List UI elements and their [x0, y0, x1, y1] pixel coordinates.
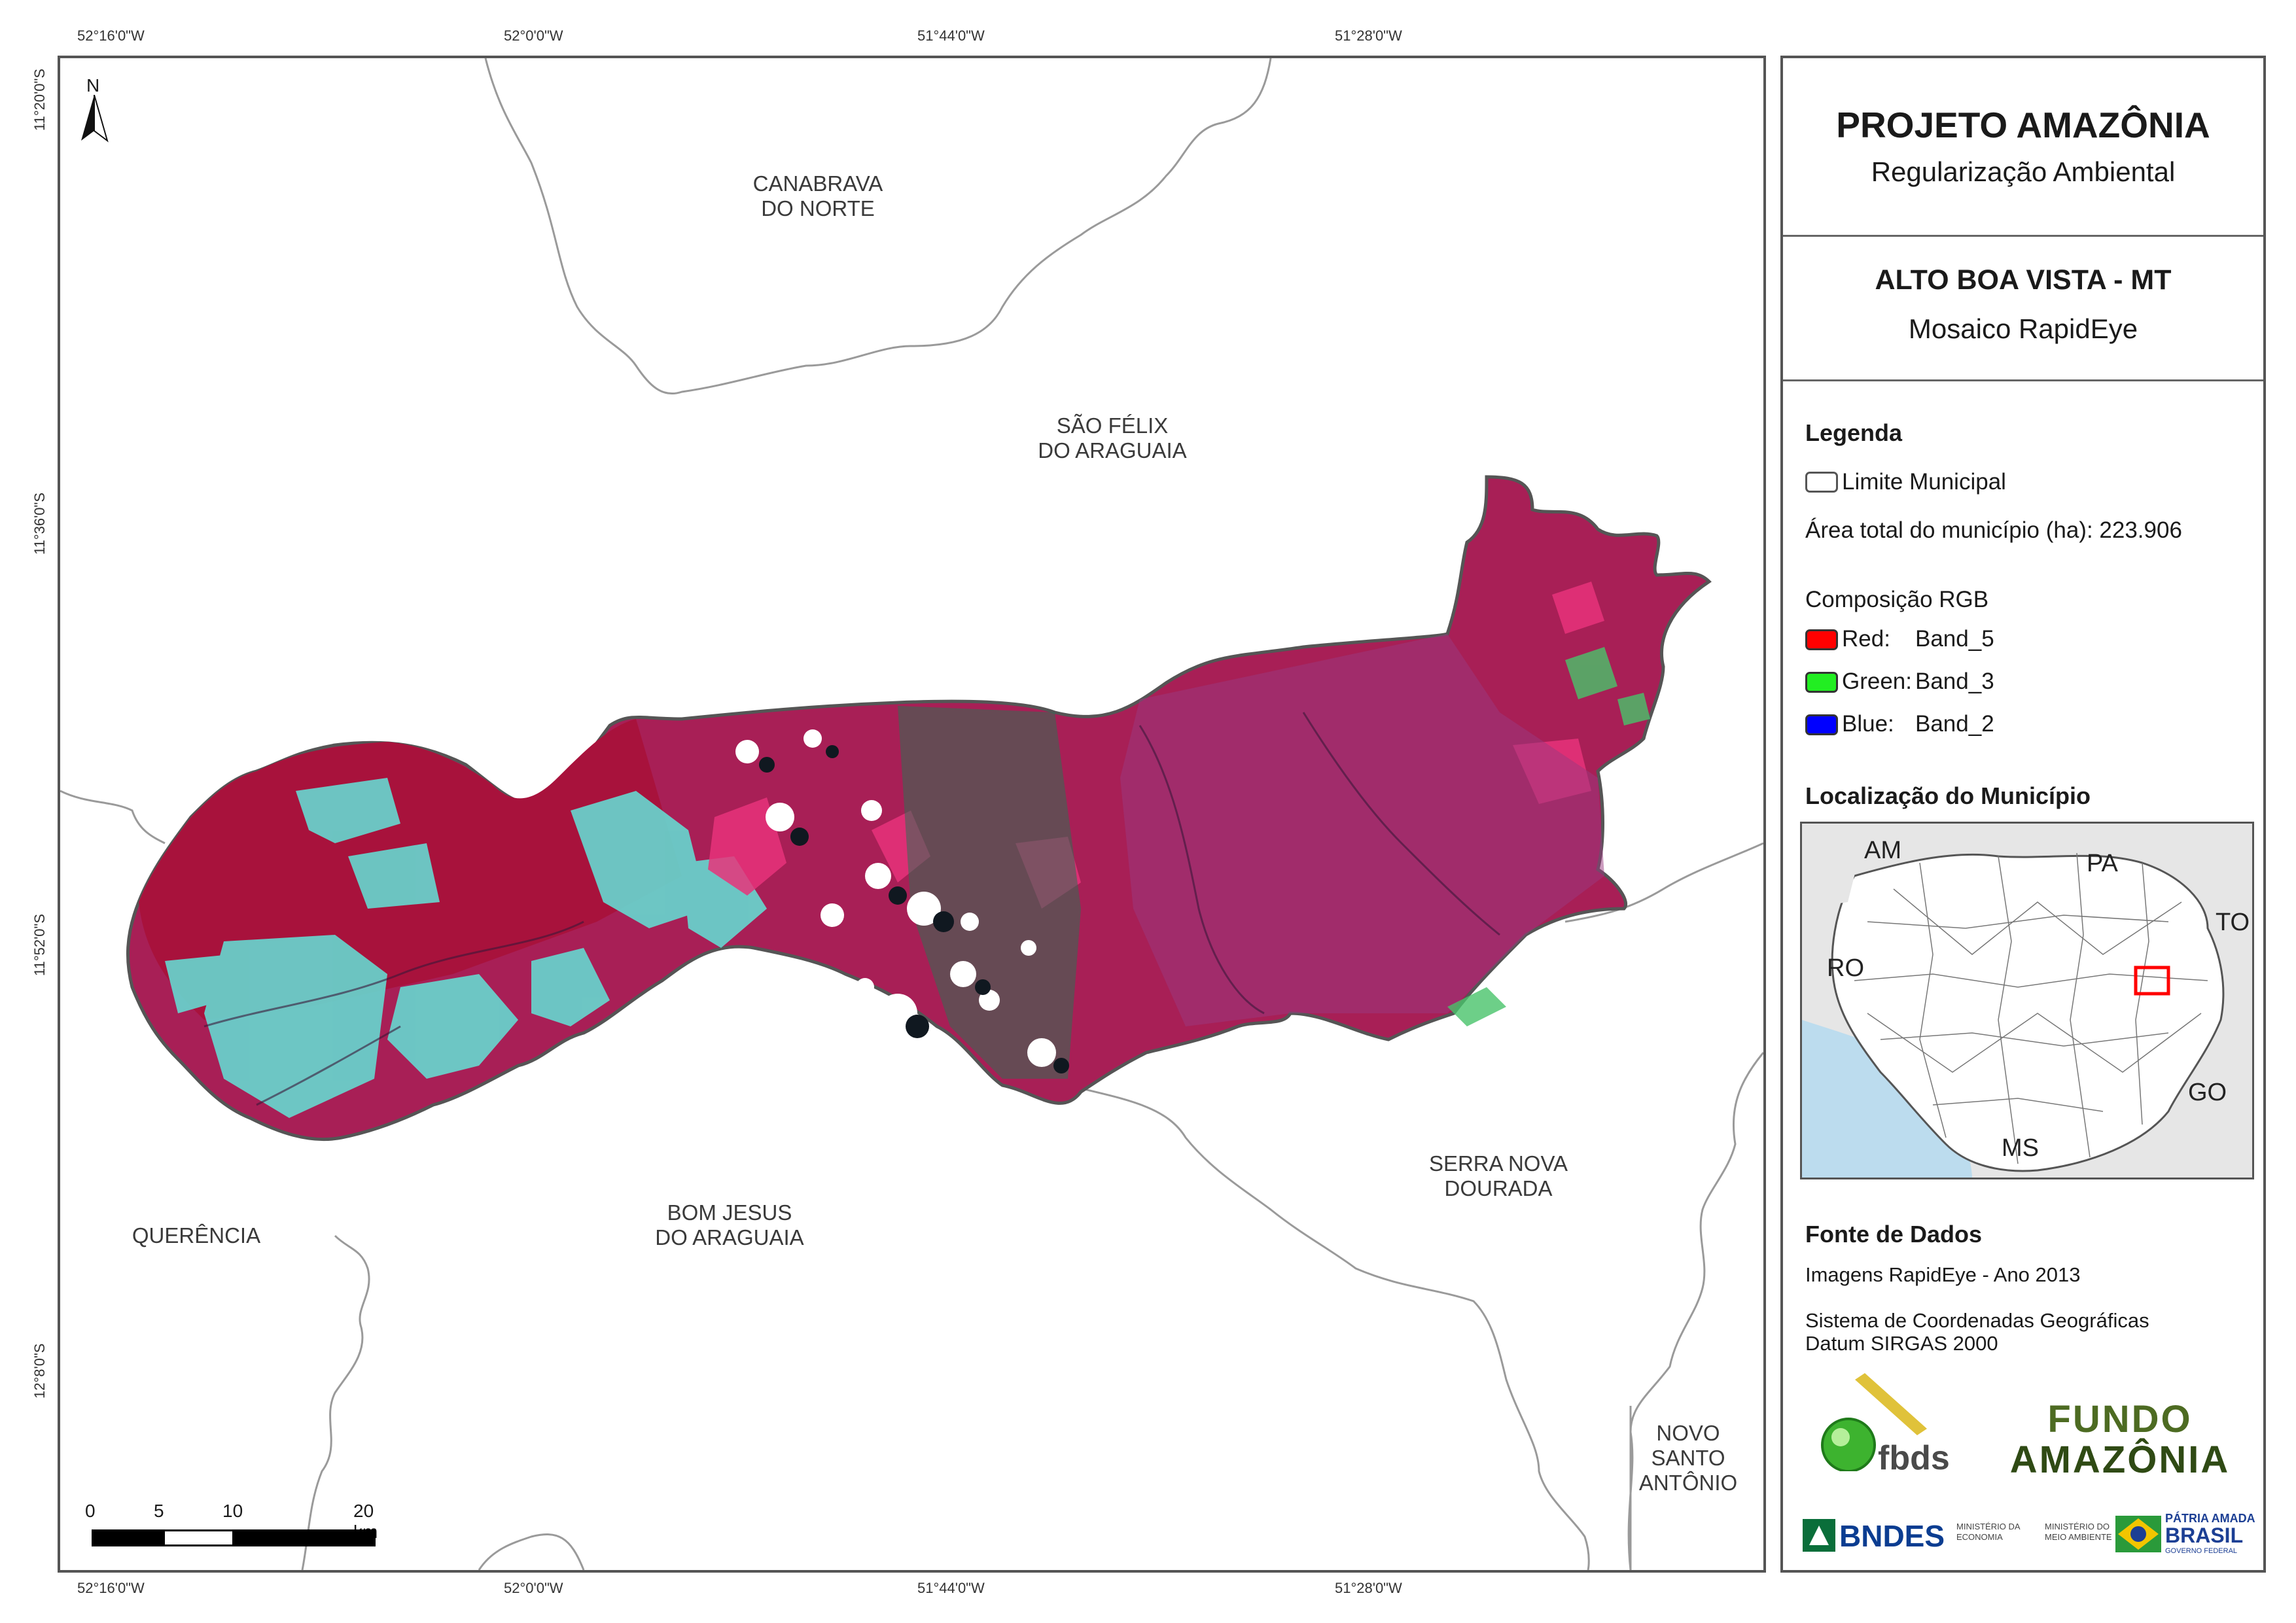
coord-left-2: 11°36'0"S — [31, 492, 48, 555]
coord-top-4: 51°28'0"W — [1335, 27, 1402, 44]
scale-segment-1 — [92, 1529, 163, 1546]
red-band-channel: Red: — [1842, 626, 1890, 652]
blue-band-swatch — [1805, 714, 1838, 735]
patria-line2: BRASIL — [2165, 1524, 2244, 1547]
patria-line1: PÁTRIA AMADA — [2165, 1512, 2255, 1525]
patria-line3: GOVERNO FEDERAL — [2165, 1547, 2238, 1555]
label-sao-felix: SÃO FÉLIX DO ARAGUAIA — [1001, 413, 1224, 463]
label-sao-felix-line2: DO ARAGUAIA — [1038, 438, 1187, 462]
coord-bottom-2: 52°0'0"W — [504, 1580, 563, 1596]
label-serra-nova: SERRA NOVA DOURADA — [1400, 1151, 1597, 1201]
legend-heading: Legenda — [1805, 419, 1903, 446]
bndes-logo-icon — [1803, 1519, 1835, 1552]
project-title: PROJETO AMAZÔNIA — [1836, 105, 2210, 145]
location-highlight-box — [2134, 966, 2170, 996]
area-total-label: Área total do município (ha): 223.906 — [1805, 517, 2182, 543]
label-sao-felix-line1: SÃO FÉLIX — [1056, 413, 1169, 438]
scale-label-5: 5 — [154, 1501, 164, 1521]
brazil-flag-icon — [2115, 1516, 2161, 1552]
scale-segment-3 — [234, 1529, 376, 1546]
map-canvas — [60, 58, 1763, 1570]
label-novo-santo-line3: ANTÔNIO — [1638, 1471, 1738, 1495]
coord-top-3: 51°44'0"W — [917, 27, 985, 44]
label-canabrava: CANABRAVA DO NORTE — [720, 171, 916, 221]
loc-label-ro: RO — [1827, 954, 1864, 982]
loc-label-am: AM — [1864, 837, 1901, 864]
loc-label-to: TO — [2216, 909, 2250, 936]
blue-band-channel: Blue: — [1842, 711, 1894, 737]
source-heading: Fonte de Dados — [1805, 1221, 1983, 1248]
bndes-logo: BNDES — [1803, 1516, 1953, 1555]
divider-2 — [1783, 379, 2263, 381]
rgb-heading: Composição RGB — [1805, 587, 1989, 612]
label-canabrava-line1: CANABRAVA — [752, 171, 883, 196]
coord-bottom-3: 51°44'0"W — [917, 1580, 985, 1596]
source-line: Imagens RapidEye - Ano 2013 — [1805, 1263, 2081, 1286]
map-frame: N 0 5 10 20 km — [58, 56, 1766, 1573]
municipality-mosaic — [126, 475, 1712, 1142]
map-subtitle: Mosaico RapidEye — [1908, 313, 2138, 344]
municipal-limit-swatch — [1805, 472, 1838, 493]
map-title: ALTO BOA VISTA - MT — [1875, 264, 2172, 296]
coord-left-4: 12°8'0"S — [31, 1343, 48, 1399]
label-canabrava-line2: DO NORTE — [761, 196, 875, 220]
label-querencia: QUERÊNCIA — [98, 1223, 294, 1248]
label-novo-santo-line1: NOVO — [1656, 1421, 1720, 1445]
crs-line-1: Sistema de Coordenadas Geográficas — [1805, 1309, 2149, 1332]
coord-left-3: 11°52'0"S — [31, 913, 48, 976]
north-arrow-icon — [81, 95, 109, 143]
fbds-logo-text: fbds — [1878, 1439, 1950, 1477]
label-serra-nova-line2: DOURADA — [1444, 1176, 1553, 1200]
label-bom-jesus-line1: BOM JESUS — [667, 1200, 792, 1225]
red-band-swatch — [1805, 629, 1838, 650]
bndes-logo-text: BNDES — [1839, 1519, 1945, 1553]
label-novo-santo-line2: SANTO — [1651, 1446, 1725, 1470]
info-panel: PROJETO AMAZÔNIA Regularização Ambiental… — [1780, 56, 2266, 1573]
location-inset-map: AM PA TO RO GO MS — [1800, 822, 2254, 1179]
fbds-logo: fbds — [1803, 1373, 1953, 1477]
scale-bar: 0 5 10 20 km — [85, 1501, 399, 1560]
loc-label-go: GO — [2188, 1079, 2227, 1106]
north-label: N — [86, 75, 100, 96]
min-economia-text: MINISTÉRIO DA ECONOMIA — [1956, 1522, 2020, 1542]
fundo-amazonia-logo: FUNDO AMAZÔNIA — [1986, 1399, 2254, 1484]
project-subtitle: Regularização Ambiental — [1871, 156, 2176, 187]
north-arrow: N — [75, 75, 114, 147]
scale-label-10: 10 — [222, 1501, 243, 1521]
scale-segment-2 — [163, 1529, 234, 1546]
fbds-logo-icon — [1821, 1373, 1927, 1473]
coord-top-2: 52°0'0"W — [504, 27, 563, 44]
loc-label-pa: PA — [2087, 850, 2118, 877]
label-querencia-line1: QUERÊNCIA — [132, 1223, 261, 1248]
divider-1 — [1783, 235, 2263, 237]
min-meio-ambiente-text: MINISTÉRIO DO MEIO AMBIENTE — [2045, 1522, 2112, 1542]
green-band-swatch — [1805, 672, 1838, 693]
green-band-channel: Green: — [1842, 669, 1912, 694]
patria-amada-logo: PÁTRIA AMADA BRASIL GOVERNO FEDERAL — [2115, 1509, 2259, 1562]
label-bom-jesus-line2: DO ARAGUAIA — [655, 1225, 804, 1249]
crs-line-2: Datum SIRGAS 2000 — [1805, 1332, 1998, 1355]
label-serra-nova-line1: SERRA NOVA — [1428, 1151, 1568, 1176]
blue-band-name: Band_2 — [1915, 711, 1994, 737]
label-novo-santo: NOVO SANTO ANTÔNIO — [1636, 1421, 1740, 1495]
coord-bottom-4: 51°28'0"W — [1335, 1580, 1402, 1596]
fundo-logo-line2: AMAZÔNIA — [2009, 1439, 2231, 1481]
coord-left-1: 11°20'0"S — [31, 68, 48, 131]
label-bom-jesus: BOM JESUS DO ARAGUAIA — [622, 1200, 838, 1250]
scale-label-0: 0 — [85, 1501, 96, 1521]
fundo-logo-line1: FUNDO — [2047, 1398, 2193, 1440]
loc-label-ms: MS — [2002, 1134, 2039, 1162]
inset-map-canvas — [1802, 850, 2225, 1178]
red-band-name: Band_5 — [1915, 626, 1994, 652]
coord-top-1: 52°16'0"W — [77, 27, 145, 44]
municipal-limit-label: Limite Municipal — [1842, 469, 2006, 495]
green-band-name: Band_3 — [1915, 669, 1994, 694]
coord-bottom-1: 52°16'0"W — [77, 1580, 145, 1596]
location-heading: Localização do Município — [1805, 782, 2091, 809]
